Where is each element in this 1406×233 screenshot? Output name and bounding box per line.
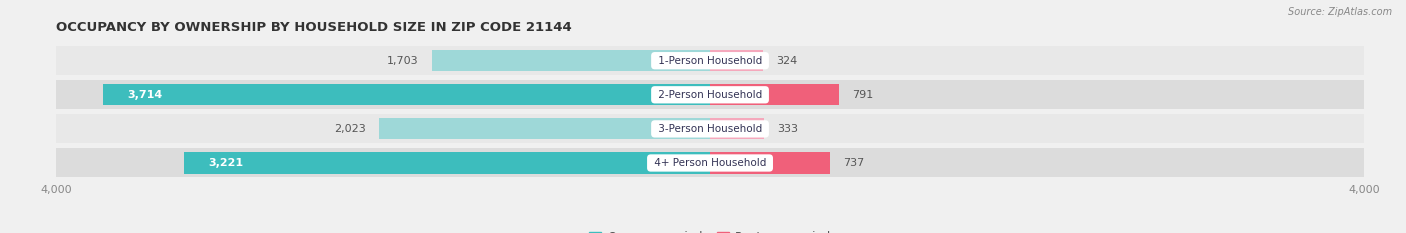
Text: 791: 791 xyxy=(852,90,873,100)
Bar xyxy=(56,114,1364,143)
Bar xyxy=(380,118,710,140)
Bar xyxy=(710,50,763,71)
Text: 2,023: 2,023 xyxy=(335,124,367,134)
Text: 737: 737 xyxy=(844,158,865,168)
Text: 2-Person Household: 2-Person Household xyxy=(655,90,765,100)
Bar xyxy=(710,84,839,105)
Bar xyxy=(710,118,765,140)
Text: OCCUPANCY BY OWNERSHIP BY HOUSEHOLD SIZE IN ZIP CODE 21144: OCCUPANCY BY OWNERSHIP BY HOUSEHOLD SIZE… xyxy=(56,21,572,34)
Text: 3,714: 3,714 xyxy=(128,90,163,100)
Text: 333: 333 xyxy=(778,124,799,134)
Text: 324: 324 xyxy=(776,56,797,66)
Text: 3-Person Household: 3-Person Household xyxy=(655,124,765,134)
Bar xyxy=(103,84,710,105)
Bar xyxy=(56,80,1364,109)
Bar xyxy=(56,46,1364,75)
Bar xyxy=(710,152,831,174)
Text: 3,221: 3,221 xyxy=(208,158,243,168)
Text: 4+ Person Household: 4+ Person Household xyxy=(651,158,769,168)
Text: 1,703: 1,703 xyxy=(387,56,419,66)
Bar xyxy=(56,148,1364,178)
Legend: Owner-occupied, Renter-occupied: Owner-occupied, Renter-occupied xyxy=(585,226,835,233)
Text: 1-Person Household: 1-Person Household xyxy=(655,56,765,66)
Bar xyxy=(432,50,710,71)
Bar xyxy=(184,152,710,174)
Text: Source: ZipAtlas.com: Source: ZipAtlas.com xyxy=(1288,7,1392,17)
